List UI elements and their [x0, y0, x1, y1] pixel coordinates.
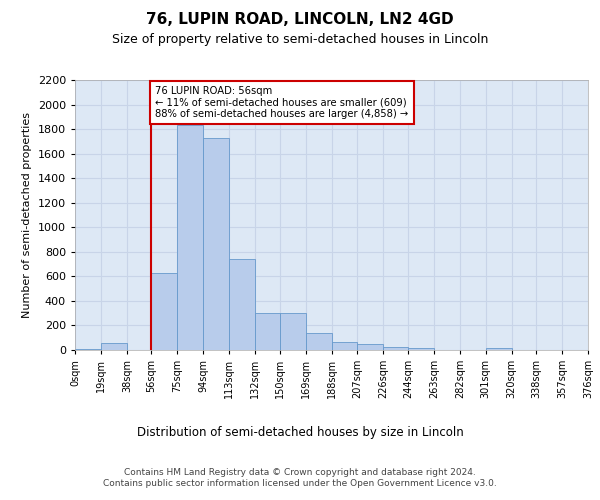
- Text: 76, LUPIN ROAD, LINCOLN, LN2 4GD: 76, LUPIN ROAD, LINCOLN, LN2 4GD: [146, 12, 454, 28]
- Bar: [305, 333, 331, 350]
- Y-axis label: Number of semi-detached properties: Number of semi-detached properties: [22, 112, 32, 318]
- Bar: [383, 347, 408, 350]
- Bar: [280, 312, 305, 350]
- Bar: [203, 138, 229, 350]
- Bar: [331, 342, 358, 350]
- Bar: [485, 348, 512, 350]
- Text: Contains HM Land Registry data © Crown copyright and database right 2024.
Contai: Contains HM Land Registry data © Crown c…: [103, 468, 497, 487]
- Bar: [178, 126, 203, 350]
- Bar: [358, 344, 383, 350]
- Text: Distribution of semi-detached houses by size in Lincoln: Distribution of semi-detached houses by …: [137, 426, 463, 439]
- Bar: [255, 312, 280, 350]
- Bar: [229, 259, 255, 350]
- Bar: [101, 342, 127, 350]
- Bar: [75, 349, 101, 350]
- Text: 76 LUPIN ROAD: 56sqm
← 11% of semi-detached houses are smaller (609)
88% of semi: 76 LUPIN ROAD: 56sqm ← 11% of semi-detac…: [155, 86, 409, 120]
- Bar: [151, 272, 178, 350]
- Text: Size of property relative to semi-detached houses in Lincoln: Size of property relative to semi-detach…: [112, 32, 488, 46]
- Bar: [408, 348, 434, 350]
